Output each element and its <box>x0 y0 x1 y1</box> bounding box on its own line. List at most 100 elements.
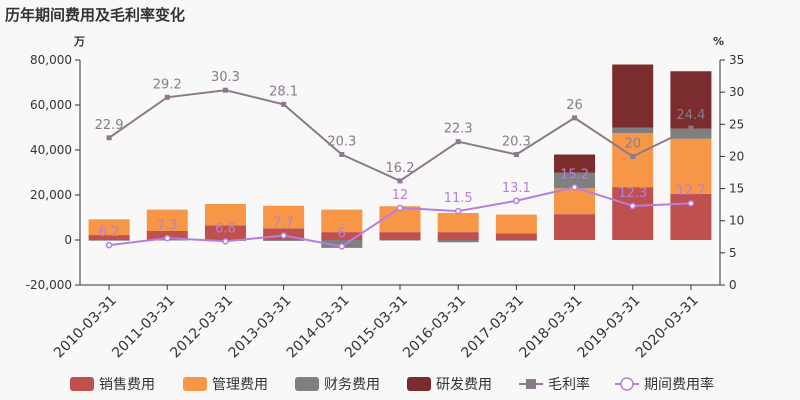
bar-segment <box>263 240 305 241</box>
legend-label: 研发费用 <box>436 377 492 393</box>
data-label: 22.9 <box>95 118 124 133</box>
bar-segment <box>321 209 363 233</box>
bar-segment <box>612 133 654 188</box>
bar-segment <box>379 232 421 240</box>
bar-segment <box>146 209 188 231</box>
legend-label: 销售费用 <box>99 377 155 393</box>
legend-item: 期间费用率 <box>615 376 714 393</box>
right-tick-label: 25 <box>729 117 744 131</box>
bar-segment <box>670 71 712 129</box>
data-label: 12.3 <box>618 186 647 201</box>
series-point <box>687 200 695 207</box>
data-label: 12.7 <box>676 183 705 198</box>
series-point <box>105 241 113 249</box>
left-tick-label: 20,000 <box>30 188 72 202</box>
chart-title: 历年期间费用及毛利率变化 <box>5 6 185 24</box>
left-tick-label: 80,000 <box>30 53 72 67</box>
bar-segment <box>495 214 537 234</box>
right-tick-label: 15 <box>729 182 744 196</box>
bar-segment <box>495 240 537 241</box>
bar-segment <box>263 205 305 229</box>
x-tick-label: 2020-03-31 <box>633 293 702 362</box>
bar-segment <box>554 172 596 189</box>
series-point <box>630 153 636 159</box>
data-label: 30.3 <box>211 70 240 85</box>
data-label: 11.5 <box>444 191 473 206</box>
series-point <box>629 202 636 210</box>
data-label: 7.7 <box>273 216 294 231</box>
right-tick-label: 30 <box>729 85 744 99</box>
left-axis-unit: 万 <box>73 35 85 48</box>
legend-item: 研发费用 <box>407 377 492 393</box>
series-point <box>280 232 287 239</box>
right-tick-label: 10 <box>729 214 744 228</box>
data-label: 26 <box>566 98 583 113</box>
series-point <box>396 204 404 212</box>
data-label: 7.3 <box>157 218 178 233</box>
legend-label: 毛利率 <box>548 376 590 393</box>
right-tick-label: 35 <box>729 53 744 67</box>
data-label: 20.3 <box>327 135 356 150</box>
series-point <box>106 135 112 141</box>
data-label: 16.2 <box>386 161 415 176</box>
data-label: 6.2 <box>99 225 120 240</box>
legend-swatch <box>70 377 94 391</box>
bar-segment <box>204 204 246 226</box>
data-labels: 22.9 29.2 30.3 28.1 20.3 16.2 22.3 20.3 26 20 24.4… <box>95 70 706 241</box>
bar-segment <box>88 219 130 236</box>
data-label: 15.2 <box>560 167 589 182</box>
legend-swatch <box>183 377 207 391</box>
legend-item: 财务费用 <box>295 377 380 393</box>
bar-segment <box>379 240 421 241</box>
series-point <box>397 178 403 184</box>
data-label: 29.2 <box>153 77 182 92</box>
bar-segment <box>554 214 596 240</box>
series-point <box>572 115 578 121</box>
right-tick-label: 5 <box>729 246 737 260</box>
data-label: 6 <box>338 226 346 241</box>
legend-item: 管理费用 <box>183 377 268 393</box>
right-tick-label: 20 <box>729 149 744 163</box>
legend-label: 管理费用 <box>212 377 268 393</box>
bar-segment <box>612 127 654 134</box>
series-point <box>454 207 462 215</box>
bar-segment <box>437 213 479 233</box>
data-label: 12 <box>392 188 409 203</box>
series-point <box>455 139 461 145</box>
series-point <box>688 125 694 131</box>
bar-segment <box>88 235 130 240</box>
bar-segment <box>321 232 363 240</box>
bar-segment <box>437 240 479 243</box>
bar-segment <box>204 225 246 240</box>
bar-segment <box>670 138 712 194</box>
bar-segment <box>612 187 654 240</box>
bar-segment <box>670 128 712 139</box>
left-tick-label: -20,000 <box>26 278 72 292</box>
legend-label: 期间费用率 <box>644 376 714 393</box>
legend-swatch-marker <box>526 379 536 389</box>
series-point <box>164 234 171 242</box>
data-label: 20 <box>624 136 641 151</box>
legend-swatch <box>407 377 431 391</box>
series-point <box>338 243 346 250</box>
legend-swatch-marker <box>620 377 634 391</box>
data-label: 13.1 <box>502 181 531 196</box>
series-point <box>164 94 170 100</box>
series-point <box>513 197 520 205</box>
series-point <box>513 152 519 157</box>
bar-segment <box>495 233 537 240</box>
data-label: 24.4 <box>676 108 705 123</box>
data-label: 22.3 <box>444 122 473 137</box>
legend-item: 毛利率 <box>519 376 590 393</box>
left-tick-label: 40,000 <box>30 143 72 157</box>
bar-segment <box>554 154 596 173</box>
right-tick-label: 0 <box>729 278 737 292</box>
legend-swatch <box>295 377 319 391</box>
data-label: 20.3 <box>502 135 531 150</box>
series-point <box>339 152 345 157</box>
left-tick-label: 60,000 <box>30 98 72 112</box>
left-tick-label: 0 <box>64 233 72 247</box>
lines <box>105 87 695 250</box>
bar-segment <box>88 240 130 241</box>
